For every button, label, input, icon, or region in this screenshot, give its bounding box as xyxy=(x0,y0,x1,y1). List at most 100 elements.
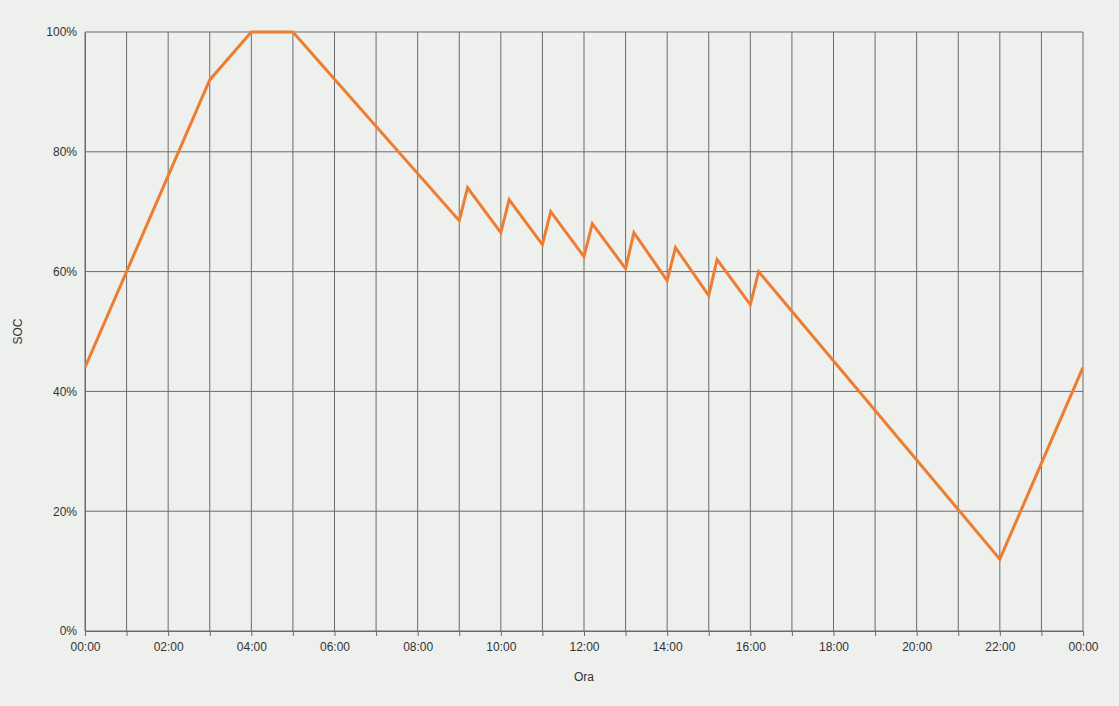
grid-line-x xyxy=(251,32,252,631)
y-tick-label: 40% xyxy=(53,385,77,399)
x-tick-mark xyxy=(626,631,627,636)
x-tick-label: 10:00 xyxy=(486,640,516,654)
x-tick-label: 08:00 xyxy=(403,640,433,654)
grid-line-x xyxy=(292,32,293,631)
x-tick-mark xyxy=(293,631,294,636)
x-tick xyxy=(958,631,959,636)
x-tick-mark xyxy=(459,631,460,636)
x-tick: 08:00 xyxy=(403,631,433,654)
x-tick-label: 12:00 xyxy=(569,640,599,654)
x-tick: 18:00 xyxy=(819,631,849,654)
x-tick-label: 00:00 xyxy=(70,640,100,654)
grid-line-x xyxy=(791,32,792,631)
x-tick xyxy=(459,631,460,636)
y-tick-label: 100% xyxy=(46,25,77,39)
x-tick-label: 22:00 xyxy=(985,640,1015,654)
x-tick-mark xyxy=(875,631,876,636)
x-tick-label: 02:00 xyxy=(154,640,184,654)
grid-line-x xyxy=(376,32,377,631)
soc-line xyxy=(85,32,1083,559)
grid-line-x xyxy=(625,32,626,631)
x-tick-mark xyxy=(667,631,668,636)
y-tick-label: 0% xyxy=(60,624,78,638)
x-tick: 16:00 xyxy=(736,631,766,654)
x-tick: 22:00 xyxy=(985,631,1015,654)
x-tick-mark xyxy=(958,631,959,636)
x-tick: 20:00 xyxy=(902,631,932,654)
grid-line-x xyxy=(500,32,501,631)
x-tick-mark xyxy=(1041,631,1042,636)
x-tick-label: 04:00 xyxy=(237,640,267,654)
x-axis-line xyxy=(86,632,1084,637)
grid-line-y xyxy=(85,32,1083,33)
grid-line-x xyxy=(168,32,169,631)
x-tick-label: 18:00 xyxy=(819,640,849,654)
y-tick: 100% xyxy=(46,25,85,39)
x-tick xyxy=(875,631,876,636)
x-tick: 10:00 xyxy=(486,631,516,654)
grid-line-x xyxy=(417,32,418,631)
grid-line-x xyxy=(958,32,959,631)
x-tick-mark xyxy=(85,631,86,636)
x-tick xyxy=(376,631,377,636)
grid-line-x xyxy=(126,32,127,631)
x-tick: 12:00 xyxy=(569,631,599,654)
x-tick-mark xyxy=(251,631,252,636)
x-axis: 00:00 02:00 04:00 06:00 08:00 10:00 12:00 14:00… xyxy=(70,631,1098,654)
x-tick-mark xyxy=(709,631,710,636)
grid-line-y xyxy=(85,511,1083,512)
y-axis: 0% 20% 40% 60% 80% 100% xyxy=(46,25,85,638)
x-tick xyxy=(792,631,793,636)
x-tick xyxy=(709,631,710,636)
x-tick: 06:00 xyxy=(320,631,350,654)
background xyxy=(0,0,1119,706)
grid-line-y xyxy=(85,391,1083,392)
y-tick: 20% xyxy=(53,505,85,519)
x-tick: 00:00 xyxy=(1068,631,1098,654)
x-tick-mark xyxy=(335,631,336,636)
x-tick xyxy=(1041,631,1042,636)
grid-line-x xyxy=(750,32,751,631)
x-tick xyxy=(626,631,627,636)
x-axis-title: Ora xyxy=(574,670,594,684)
x-tick-mark xyxy=(792,631,793,636)
grid-line-x xyxy=(209,32,210,631)
x-tick xyxy=(127,631,128,636)
x-tick-mark xyxy=(127,631,128,636)
grid-line-x xyxy=(708,32,709,631)
x-tick: 02:00 xyxy=(154,631,184,654)
x-tick: 04:00 xyxy=(237,631,267,654)
grid-line-x xyxy=(833,32,834,631)
y-tick: 60% xyxy=(53,265,85,279)
grid-line-x xyxy=(334,32,335,631)
grid-line-x xyxy=(1041,32,1042,631)
x-tick-label: 06:00 xyxy=(320,640,350,654)
x-tick-mark xyxy=(1083,631,1084,636)
y-tick: 80% xyxy=(53,145,85,159)
x-tick xyxy=(210,631,211,636)
grid-line-y xyxy=(85,271,1083,272)
y-tick: 0% xyxy=(60,624,85,638)
grid-line-x xyxy=(1083,32,1084,631)
grid xyxy=(85,32,1083,631)
x-tick-mark xyxy=(834,631,835,636)
x-tick-mark xyxy=(584,631,585,636)
grid-line-y xyxy=(85,151,1083,152)
grid-line-x xyxy=(667,32,668,631)
x-tick: 14:00 xyxy=(653,631,683,654)
x-tick-label: 00:00 xyxy=(1068,640,1098,654)
y-tick-label: 20% xyxy=(53,505,77,519)
y-axis-title: SOC xyxy=(11,318,25,344)
x-tick-mark xyxy=(542,631,543,636)
grid-line-x xyxy=(85,32,86,631)
chart: 00:00 02:00 04:00 06:00 08:00 10:00 12:00 14:00… xyxy=(0,0,1119,706)
grid-line-x xyxy=(999,32,1000,631)
x-tick-label: 16:00 xyxy=(736,640,766,654)
grid-line-x xyxy=(459,32,460,631)
x-tick-mark xyxy=(418,631,419,636)
x-tick-mark xyxy=(1000,631,1001,636)
x-tick-mark xyxy=(501,631,502,636)
x-tick xyxy=(293,631,294,636)
y-tick: 40% xyxy=(53,385,85,399)
x-tick-mark xyxy=(168,631,169,636)
